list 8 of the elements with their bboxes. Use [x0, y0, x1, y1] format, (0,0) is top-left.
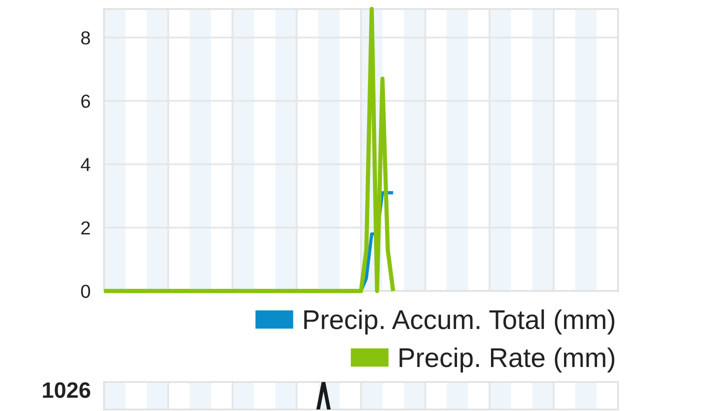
legend-label: Precip. Rate (mm): [400, 347, 614, 373]
y-tick-label: 6: [81, 94, 90, 108]
legend-label: Precip. Accum. Total (mm): [304, 309, 614, 335]
y-tick-label: 4: [80, 158, 90, 172]
y-tick-label: 0: [81, 284, 90, 298]
text: 1026: [42, 382, 90, 398]
y-tick-label: 8: [81, 31, 90, 44]
y-tick-label: 2: [81, 221, 90, 234]
